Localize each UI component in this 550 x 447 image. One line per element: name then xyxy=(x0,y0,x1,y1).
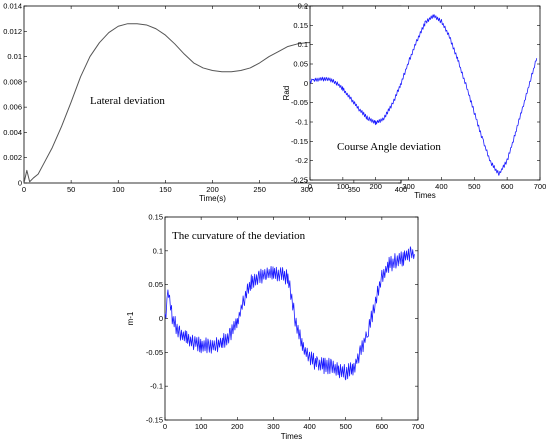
x-tick-label: 300 xyxy=(300,185,313,194)
x-tick-label: 300 xyxy=(267,422,280,431)
x-tick-label: 400 xyxy=(303,422,316,431)
y-tick-label: 0 xyxy=(18,179,22,188)
x-tick-label: 200 xyxy=(231,422,244,431)
chart-annotation: Course Angle deviation xyxy=(337,141,441,153)
chart-annotation: The curvature of the deviation xyxy=(172,230,306,242)
y-tick-label: 0.014 xyxy=(3,2,22,11)
y-tick-label: 0.15 xyxy=(148,213,163,222)
y-tick-label: 0.002 xyxy=(3,153,22,162)
y-tick-label: -0.15 xyxy=(146,416,163,425)
x-tick-label: 600 xyxy=(501,182,514,191)
chart-panel-2: 0 100 200 300 400 500 600 700-0.25-0.2-0.15-0.1… xyxy=(282,2,546,201)
x-tick-label: 100 xyxy=(112,185,125,194)
y-tick-label: 0.012 xyxy=(3,27,22,36)
x-tick-label: 0 xyxy=(163,422,167,431)
y-tick-label: 0.1 xyxy=(298,40,308,49)
x-tick-label: 700 xyxy=(534,182,547,191)
x-tick-label: 0 xyxy=(308,182,312,191)
x-tick-label: 200 xyxy=(206,185,219,194)
chart-panel-3: 0 100 200 300 400 500 600 700 -0.15 -0.1 -0.05 0 0.0… xyxy=(126,213,424,442)
y-tick-label: 0.006 xyxy=(3,103,22,112)
chart-annotation: Lateral deviation xyxy=(90,95,165,107)
y-tick-label: 0.05 xyxy=(148,280,163,289)
y-tick-label: 0.004 xyxy=(3,128,22,137)
x-axis-label: Times xyxy=(414,191,435,200)
y-tick-label: -0.05 xyxy=(291,98,308,107)
x-tick-label: 300 xyxy=(402,182,415,191)
y-tick-label: 0.2 xyxy=(298,2,308,11)
x-tick-label: 200 xyxy=(369,182,382,191)
x-tick-label: 400 xyxy=(435,182,448,191)
y-tick-label: -0.1 xyxy=(295,118,308,127)
y-tick-label: -0.15 xyxy=(291,137,308,146)
y-tick-label: 0.05 xyxy=(293,60,308,69)
y-tick-label: -0.2 xyxy=(295,156,308,165)
x-tick-label: 700 xyxy=(412,422,425,431)
x-tick-label: 500 xyxy=(339,422,352,431)
x-tick-label: 50 xyxy=(67,185,75,194)
plot-area xyxy=(309,5,541,181)
x-axis-label: Times xyxy=(281,432,302,441)
x-tick-label: 350 xyxy=(348,185,361,194)
y-tick-label: 0.1 xyxy=(153,246,163,255)
y-tick-label: -0.05 xyxy=(146,348,163,357)
x-tick-label: 100 xyxy=(195,422,208,431)
y-tick-label: -0.1 xyxy=(150,382,163,391)
y-axis-label: m-1 xyxy=(126,311,135,325)
y-tick-label: 0.01 xyxy=(7,52,22,61)
x-tick-label: 150 xyxy=(159,185,172,194)
x-axis-label: Time(s) xyxy=(199,194,226,203)
series-line xyxy=(309,14,538,176)
y-tick-label: -0.25 xyxy=(291,176,308,185)
series-line xyxy=(164,246,415,381)
x-tick-label: 500 xyxy=(468,182,481,191)
x-tick-label: 400 xyxy=(395,185,408,194)
y-tick-label: 0 xyxy=(159,314,163,323)
y-tick-label: 0.008 xyxy=(3,77,22,86)
x-tick-label: 250 xyxy=(253,185,266,194)
y-axis-label: Rad xyxy=(282,86,291,101)
x-tick-label: 0 xyxy=(22,185,26,194)
x-tick-label: 100 xyxy=(337,182,350,191)
y-tick-label: 0 xyxy=(304,79,308,88)
plot-area xyxy=(164,216,419,421)
x-tick-label: 600 xyxy=(376,422,389,431)
y-tick-label: 0.15 xyxy=(293,21,308,30)
